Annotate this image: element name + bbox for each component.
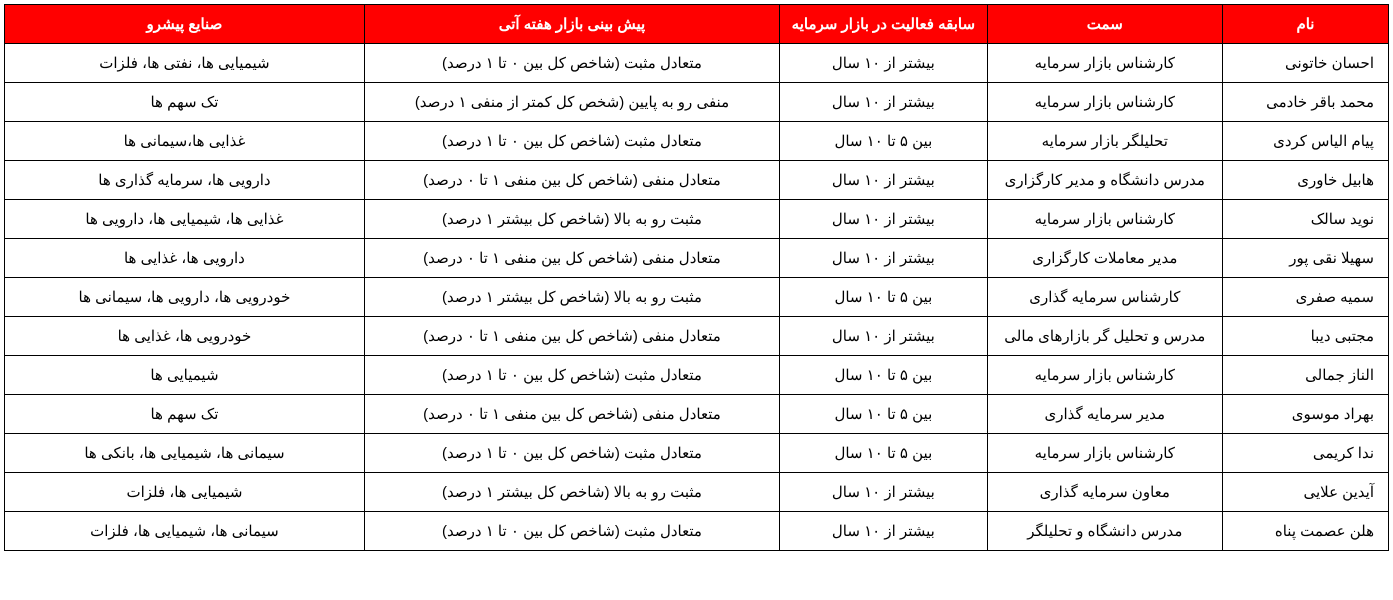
table-row: الناز جمالیکارشناس بازار سرمایهبین ۵ تا … bbox=[5, 356, 1389, 395]
table-row: محمد باقر خادمیکارشناس بازار سرمایهبیشتر… bbox=[5, 83, 1389, 122]
cell-industries: تک سهم ها bbox=[5, 83, 365, 122]
table-head: نامسمتسابقه فعالیت در بازار سرمایهپیش بی… bbox=[5, 5, 1389, 44]
table-row: بهراد موسویمدیر سرمایه گذاریبین ۵ تا ۱۰ … bbox=[5, 395, 1389, 434]
cell-role: مدرس و تحلیل گر بازارهای مالی bbox=[987, 317, 1222, 356]
table-row: پیام الیاس کردیتحلیلگر بازار سرمایهبین ۵… bbox=[5, 122, 1389, 161]
cell-experience: بین ۵ تا ۱۰ سال bbox=[780, 356, 988, 395]
cell-industries: شیمیایی ها، نفتی ها، فلزات bbox=[5, 44, 365, 83]
table-body: احسان خاتونیکارشناس بازار سرمایهبیشتر از… bbox=[5, 44, 1389, 551]
cell-role: کارشناس بازار سرمایه bbox=[987, 200, 1222, 239]
cell-forecast: مثبت رو به بالا (شاخص کل بیشتر ۱ درصد) bbox=[364, 473, 779, 512]
cell-role: مدرس دانشگاه و تحلیلگر bbox=[987, 512, 1222, 551]
table-row: هلن عصمت پناهمدرس دانشگاه و تحلیلگربیشتر… bbox=[5, 512, 1389, 551]
cell-name: احسان خاتونی bbox=[1222, 44, 1388, 83]
cell-industries: سیمانی ها، شیمیایی ها، فلزات bbox=[5, 512, 365, 551]
analysts-table: نامسمتسابقه فعالیت در بازار سرمایهپیش بی… bbox=[4, 4, 1389, 551]
col-header-forecast: پیش بینی بازار هفته آتی bbox=[364, 5, 779, 44]
cell-experience: بیشتر از ۱۰ سال bbox=[780, 317, 988, 356]
table-row: مجتبی دیبامدرس و تحلیل گر بازارهای مالیب… bbox=[5, 317, 1389, 356]
cell-name: مجتبی دیبا bbox=[1222, 317, 1388, 356]
cell-industries: تک سهم ها bbox=[5, 395, 365, 434]
cell-experience: بین ۵ تا ۱۰ سال bbox=[780, 434, 988, 473]
col-header-role: سمت bbox=[987, 5, 1222, 44]
cell-forecast: متعادل منفی (شاخص کل بین منفی ۱ تا ۰ درص… bbox=[364, 239, 779, 278]
cell-name: آیدین علایی bbox=[1222, 473, 1388, 512]
table-row: نوید سالککارشناس بازار سرمایهبیشتر از ۱۰… bbox=[5, 200, 1389, 239]
cell-role: معاون سرمایه گذاری bbox=[987, 473, 1222, 512]
cell-name: ندا کریمی bbox=[1222, 434, 1388, 473]
cell-experience: بیشتر از ۱۰ سال bbox=[780, 512, 988, 551]
cell-name: سمیه صفری bbox=[1222, 278, 1388, 317]
table-row: هابیل خاوریمدرس دانشگاه و مدیر کارگزاریب… bbox=[5, 161, 1389, 200]
cell-experience: بیشتر از ۱۰ سال bbox=[780, 200, 988, 239]
cell-role: کارشناس سرمایه گذاری bbox=[987, 278, 1222, 317]
cell-forecast: متعادل مثبت (شاخص کل بین ۰ تا ۱ درصد) bbox=[364, 434, 779, 473]
cell-forecast: متعادل منفی (شاخص کل بین منفی ۱ تا ۰ درص… bbox=[364, 161, 779, 200]
cell-industries: خودرویی ها، دارویی ها، سیمانی ها bbox=[5, 278, 365, 317]
cell-experience: بین ۵ تا ۱۰ سال bbox=[780, 395, 988, 434]
cell-industries: دارویی ها، سرمایه گذاری ها bbox=[5, 161, 365, 200]
cell-experience: بیشتر از ۱۰ سال bbox=[780, 239, 988, 278]
cell-role: مدیر معاملات کارگزاری bbox=[987, 239, 1222, 278]
cell-forecast: متعادل مثبت (شاخص کل بین ۰ تا ۱ درصد) bbox=[364, 356, 779, 395]
cell-industries: شیمیایی ها bbox=[5, 356, 365, 395]
cell-industries: دارویی ها، غذایی ها bbox=[5, 239, 365, 278]
cell-name: الناز جمالی bbox=[1222, 356, 1388, 395]
cell-name: سهیلا نقی پور bbox=[1222, 239, 1388, 278]
cell-experience: بیشتر از ۱۰ سال bbox=[780, 161, 988, 200]
table-header-row: نامسمتسابقه فعالیت در بازار سرمایهپیش بی… bbox=[5, 5, 1389, 44]
cell-role: مدرس دانشگاه و مدیر کارگزاری bbox=[987, 161, 1222, 200]
cell-role: کارشناس بازار سرمایه bbox=[987, 44, 1222, 83]
col-header-industries: صنایع پیشرو bbox=[5, 5, 365, 44]
cell-experience: بیشتر از ۱۰ سال bbox=[780, 83, 988, 122]
cell-forecast: متعادل منفی (شاخص کل بین منفی ۱ تا ۰ درص… bbox=[364, 317, 779, 356]
cell-role: کارشناس بازار سرمایه bbox=[987, 83, 1222, 122]
cell-role: تحلیلگر بازار سرمایه bbox=[987, 122, 1222, 161]
col-header-name: نام bbox=[1222, 5, 1388, 44]
cell-experience: بین ۵ تا ۱۰ سال bbox=[780, 278, 988, 317]
cell-name: نوید سالک bbox=[1222, 200, 1388, 239]
cell-experience: بیشتر از ۱۰ سال bbox=[780, 44, 988, 83]
cell-industries: سیمانی ها، شیمیایی ها، بانکی ها bbox=[5, 434, 365, 473]
cell-role: کارشناس بازار سرمایه bbox=[987, 434, 1222, 473]
cell-experience: بین ۵ تا ۱۰ سال bbox=[780, 122, 988, 161]
cell-forecast: متعادل مثبت (شاخص کل بین ۰ تا ۱ درصد) bbox=[364, 122, 779, 161]
table-row: آیدین علاییمعاون سرمایه گذاریبیشتر از ۱۰… bbox=[5, 473, 1389, 512]
cell-name: محمد باقر خادمی bbox=[1222, 83, 1388, 122]
cell-name: هلن عصمت پناه bbox=[1222, 512, 1388, 551]
table-row: سهیلا نقی پورمدیر معاملات کارگزاریبیشتر … bbox=[5, 239, 1389, 278]
col-header-experience: سابقه فعالیت در بازار سرمایه bbox=[780, 5, 988, 44]
cell-name: بهراد موسوی bbox=[1222, 395, 1388, 434]
cell-industries: خودرویی ها، غذایی ها bbox=[5, 317, 365, 356]
cell-forecast: متعادل منفی (شاخص کل بین منفی ۱ تا ۰ درص… bbox=[364, 395, 779, 434]
cell-industries: غذایی ها، شیمیایی ها، دارویی ها bbox=[5, 200, 365, 239]
cell-forecast: متعادل مثبت (شاخص کل بین ۰ تا ۱ درصد) bbox=[364, 44, 779, 83]
cell-forecast: متعادل مثبت (شاخص کل بین ۰ تا ۱ درصد) bbox=[364, 512, 779, 551]
cell-forecast: منفی رو به پایین (شخص کل کمتر از منفی ۱ … bbox=[364, 83, 779, 122]
table-row: احسان خاتونیکارشناس بازار سرمایهبیشتر از… bbox=[5, 44, 1389, 83]
cell-experience: بیشتر از ۱۰ سال bbox=[780, 473, 988, 512]
cell-role: کارشناس بازار سرمایه bbox=[987, 356, 1222, 395]
table-row: سمیه صفریکارشناس سرمایه گذاریبین ۵ تا ۱۰… bbox=[5, 278, 1389, 317]
cell-industries: شیمیایی ها، فلزات bbox=[5, 473, 365, 512]
cell-forecast: مثبت رو به بالا (شاخص کل بیشتر ۱ درصد) bbox=[364, 200, 779, 239]
table-row: ندا کریمیکارشناس بازار سرمایهبین ۵ تا ۱۰… bbox=[5, 434, 1389, 473]
cell-name: هابیل خاوری bbox=[1222, 161, 1388, 200]
cell-forecast: مثبت رو به بالا (شاخص کل بیشتر ۱ درصد) bbox=[364, 278, 779, 317]
cell-name: پیام الیاس کردی bbox=[1222, 122, 1388, 161]
cell-role: مدیر سرمایه گذاری bbox=[987, 395, 1222, 434]
cell-industries: غذایی ها،سیمانی ها bbox=[5, 122, 365, 161]
